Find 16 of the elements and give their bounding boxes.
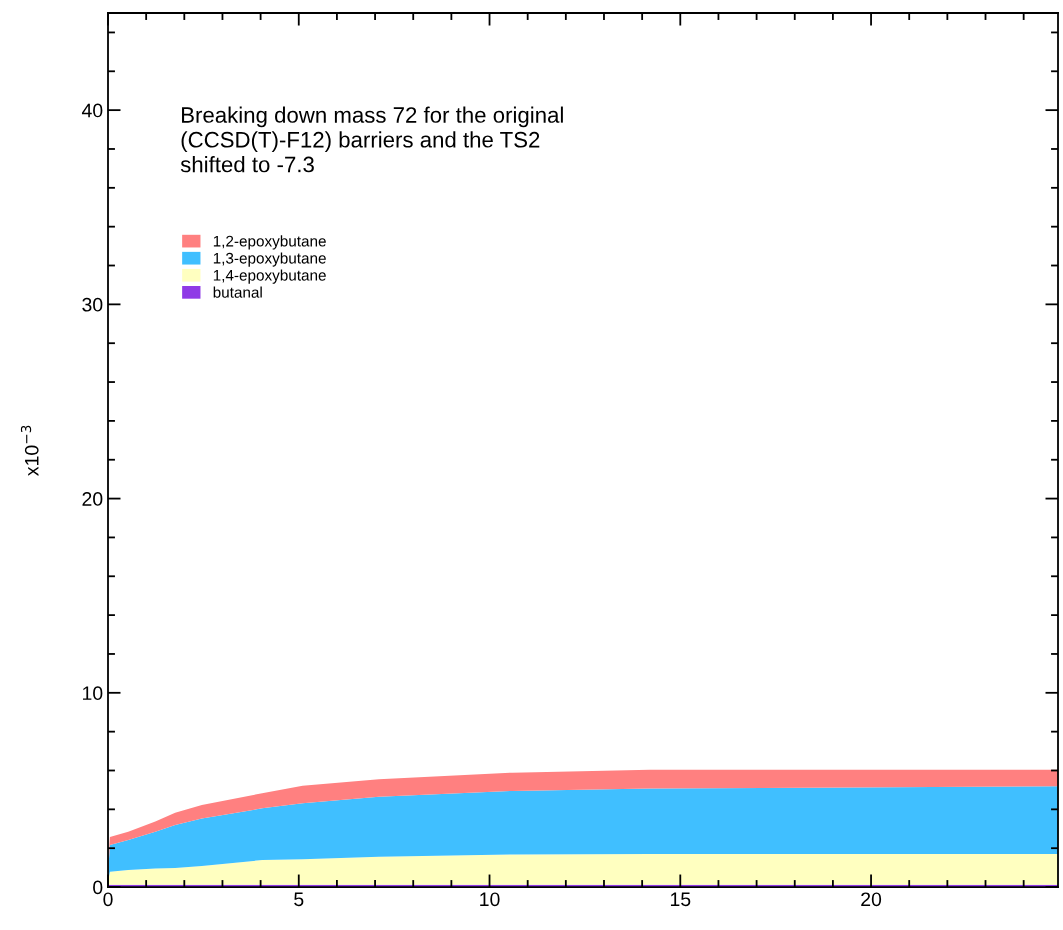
legend-label: 1,4-epoxybutane: [213, 269, 326, 284]
y-tick-label: 20: [82, 492, 103, 506]
x-tick-label: 10: [480, 892, 500, 907]
y-axis-title: x10$^{−3}$: [20, 425, 39, 476]
y-tick-label: 10: [83, 686, 103, 701]
text: Breaking down mass 72 for the original (CCSD(T)-F12) barriers and the TS2 shifted to -7.3: [180, 106, 563, 173]
x-tick-label: 20: [861, 892, 882, 907]
y-tick-label: 0: [93, 880, 103, 895]
x-tick-label: 15: [670, 892, 691, 907]
legend-label: 1,3-epoxybutane: [213, 252, 326, 267]
x-tick-label: 5: [294, 892, 304, 907]
legend-label: butanal: [213, 286, 262, 298]
x-tick-label: 0: [103, 892, 113, 907]
legend-label: 1,2-epoxybutane: [213, 235, 326, 250]
y-tick-label: 30: [82, 297, 103, 312]
y-tick-label: 40: [81, 103, 103, 118]
